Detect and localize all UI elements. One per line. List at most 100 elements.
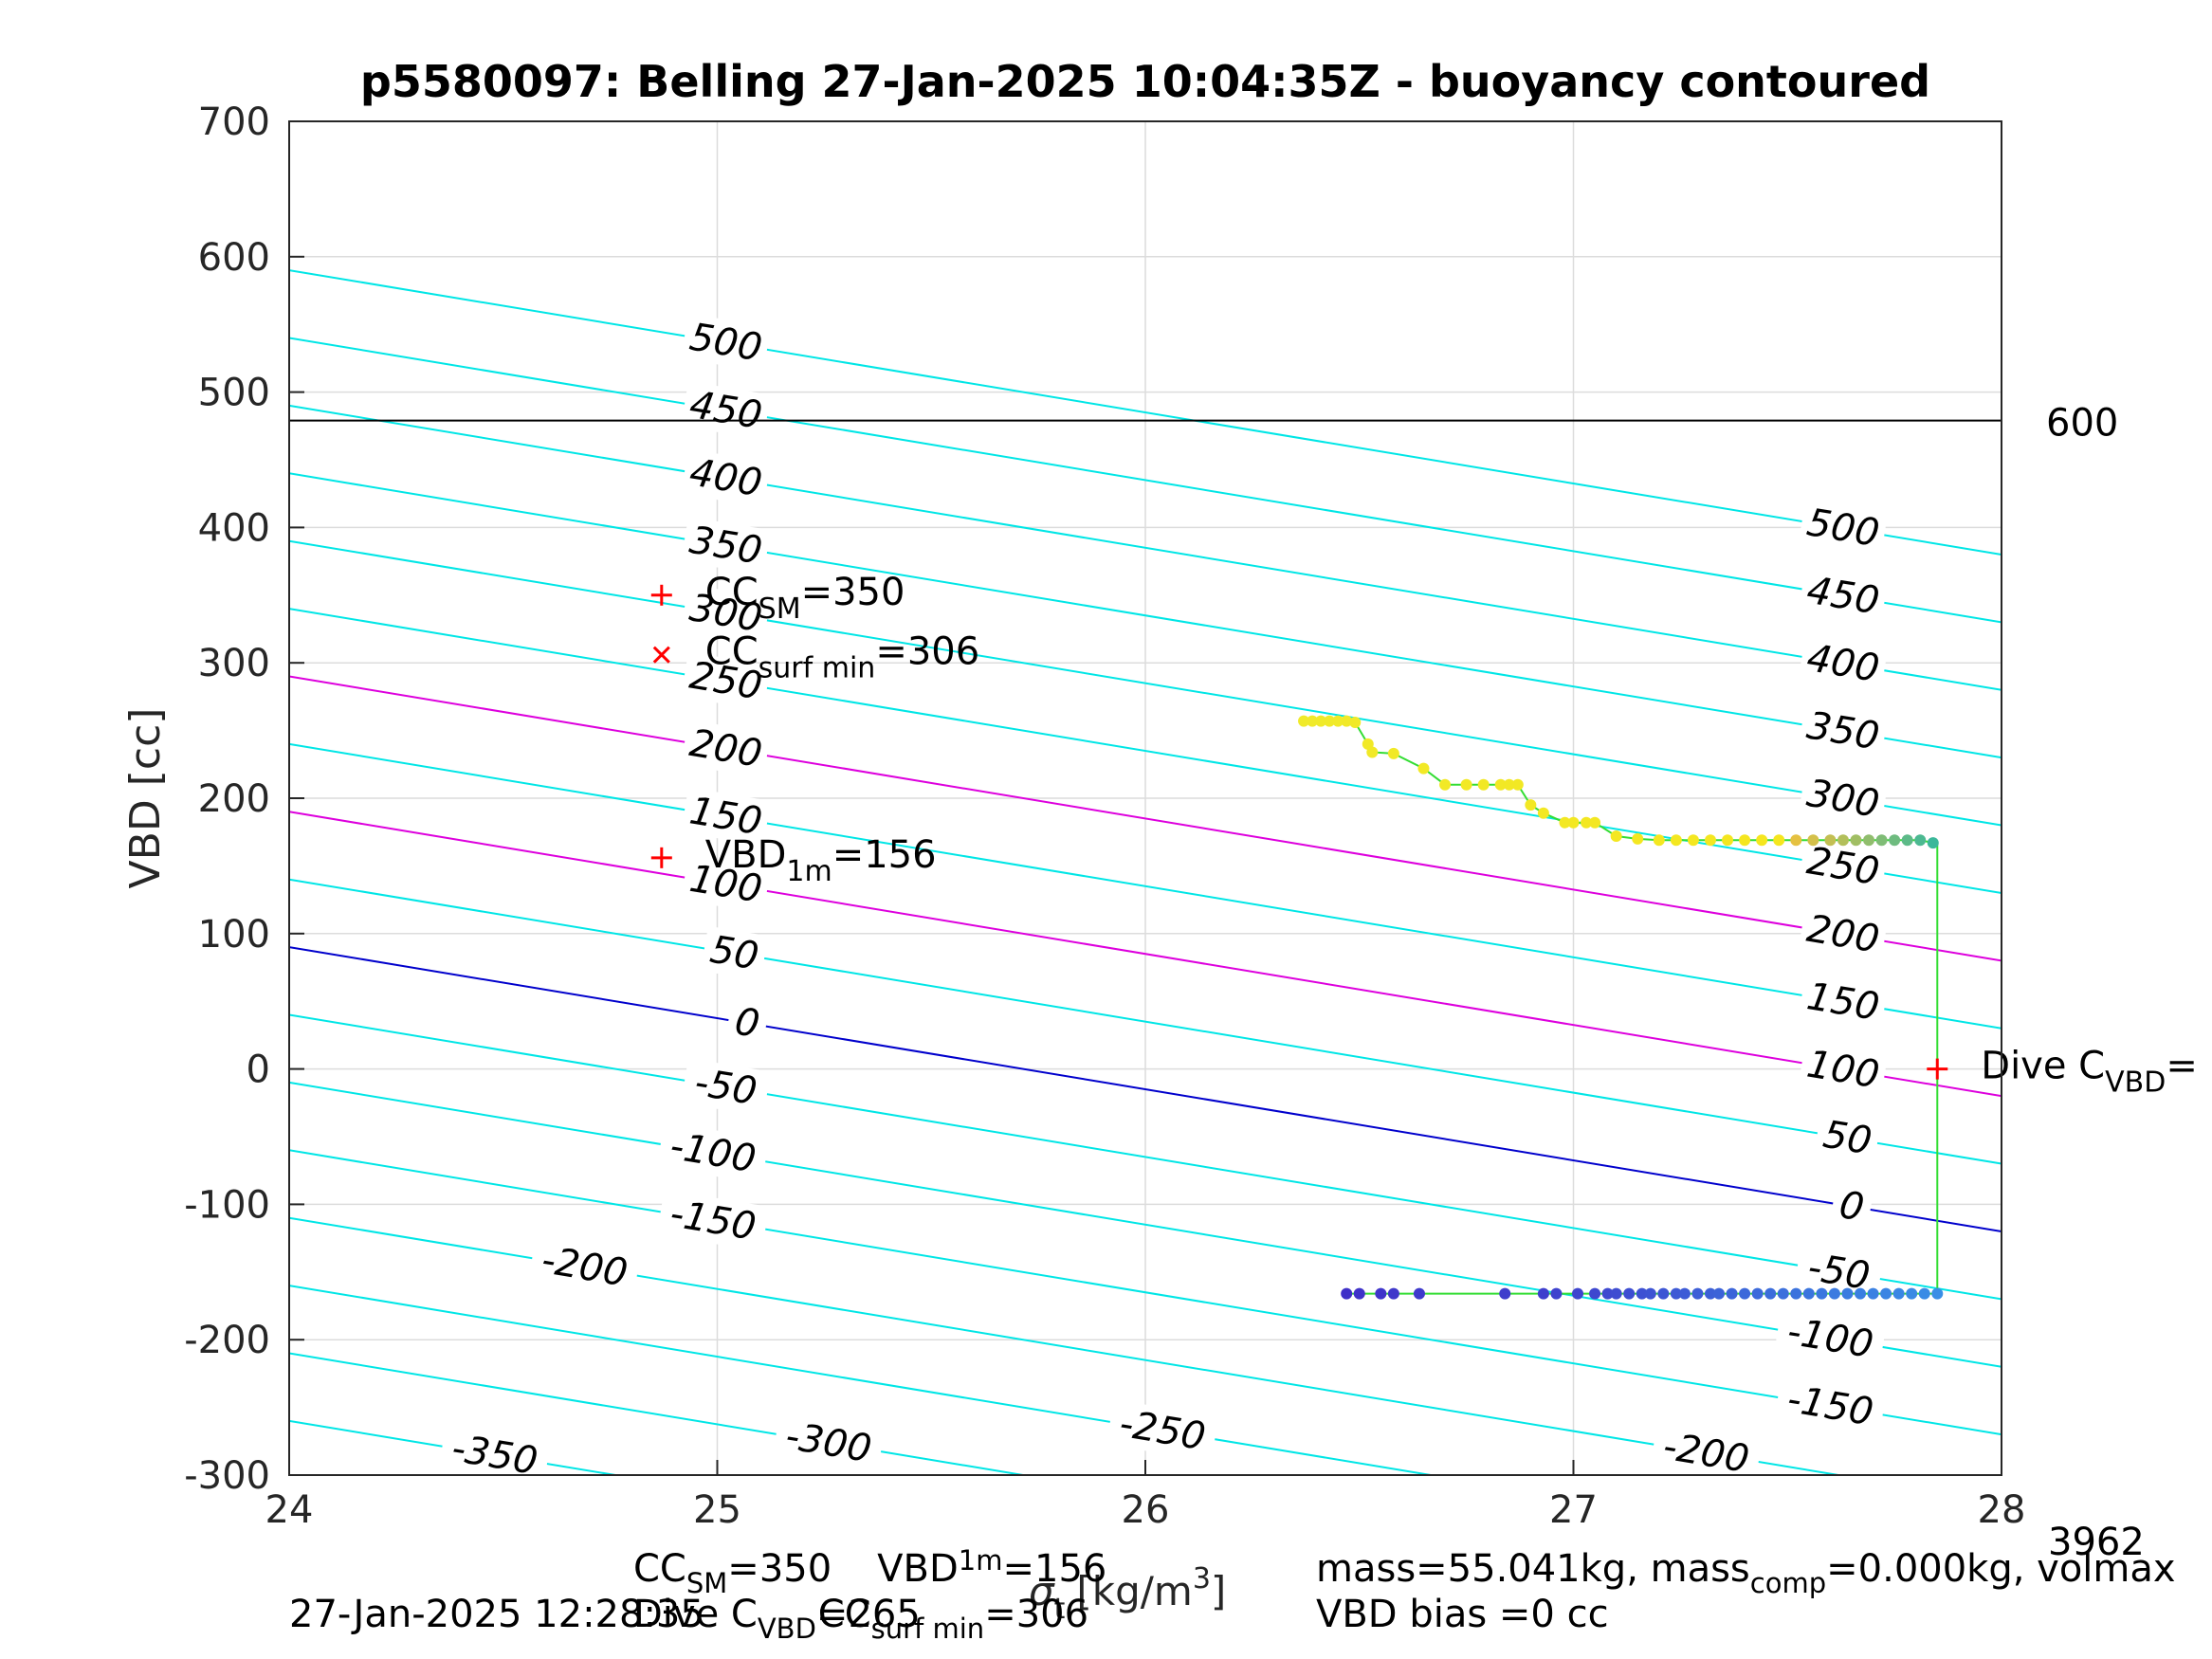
data-point [1790, 1287, 1802, 1300]
y-tick-label: 0 [247, 1048, 270, 1092]
data-point [1525, 799, 1537, 811]
data-point [1807, 834, 1819, 847]
footer-mass-text: mass=55.041kg, mass [1316, 1547, 1750, 1591]
contour-label: 450 [1798, 566, 1889, 626]
contour-label-bg [1794, 1242, 1884, 1302]
data-point [1644, 1287, 1656, 1300]
contour-label-bg [528, 1235, 641, 1299]
y-tick-label: 500 [198, 372, 270, 415]
data-point [1387, 1287, 1399, 1300]
contour-label: 100 [1798, 1040, 1889, 1100]
contour-label-bg [1774, 1306, 1887, 1370]
contour-label-text: -50 [692, 1061, 760, 1114]
footer-mass-sub: comp [1750, 1567, 1826, 1599]
data-point [1739, 834, 1751, 847]
y-tick-label: -200 [184, 1319, 270, 1362]
data-point [1756, 834, 1768, 847]
marker-label-value: =306 [875, 630, 979, 674]
contour-label: 350 [1798, 702, 1889, 761]
contour-label: 250 [1798, 837, 1889, 897]
footer-line1-left: CCSM=350 VBD1m=156 [633, 1544, 1106, 1599]
contour-line [289, 1081, 2002, 1368]
data-point [1678, 1287, 1691, 1300]
footer-vbd-bias: VBD bias =0 cc [1316, 1593, 1609, 1636]
contour-label: 200 [681, 720, 771, 778]
x-tick-label: 24 [265, 1488, 314, 1532]
marker-label-value: =350 [801, 571, 905, 614]
data-point [1610, 830, 1622, 842]
data-point [1349, 717, 1362, 729]
reference-line-label: 600 [2046, 402, 2118, 446]
x-axis-units-close: ] [1211, 1568, 1226, 1614]
data-point [1892, 1287, 1905, 1300]
contour-label: 500 [681, 313, 771, 373]
data-point [1550, 1287, 1563, 1300]
contour-label-bg [681, 584, 771, 644]
contour-line [289, 1352, 1030, 1475]
contour-label-bg [1798, 973, 1889, 1031]
data-point [1375, 1287, 1387, 1300]
contour-line [289, 1013, 2002, 1301]
data-point [1636, 1287, 1648, 1300]
data-point [1503, 778, 1515, 791]
contour-label-bg [1798, 499, 1889, 558]
x-tick-label: 28 [1978, 1488, 2026, 1532]
data-point [1739, 1287, 1751, 1300]
contour-label: 50 [1813, 1110, 1881, 1166]
y-axis-label: VBD [cc] [121, 708, 170, 889]
data-point [1413, 1287, 1425, 1300]
contour-label-bg [656, 1121, 770, 1184]
data-point [1670, 834, 1682, 847]
data-point [1601, 1287, 1614, 1300]
data-point [1837, 834, 1849, 847]
data-point [1657, 1287, 1670, 1300]
data-point [1623, 1287, 1636, 1300]
contour-label-bg [681, 854, 771, 914]
side-note: 3962 [2048, 1521, 2145, 1564]
data-point [1670, 1287, 1682, 1300]
marker-label-sub: surf min [759, 652, 876, 685]
footer-vbd1m-sub: 1m [959, 1544, 1003, 1577]
data-point [1341, 715, 1353, 727]
contour-label: -250 [1106, 1399, 1219, 1462]
data-point [1477, 778, 1490, 791]
contour-label: 300 [681, 584, 771, 644]
footer-cc-sm-value: =350 [727, 1547, 832, 1591]
contour-label-bg [681, 313, 771, 373]
data-point [1572, 1287, 1584, 1300]
footer-dive-cvbd-sub: VBD [758, 1613, 816, 1645]
contour-label: 250 [681, 651, 771, 711]
contour-label-bg [701, 925, 769, 981]
contour-label-bg [1813, 1110, 1881, 1166]
footer-cc-sm-sub: SM [686, 1567, 727, 1599]
contour-label-text: 50 [1820, 1113, 1875, 1164]
contour-line [289, 946, 2002, 1232]
marker-label: CCSM=350 [705, 571, 905, 626]
footer-line2-left: Dive CVBD=265CCsurf min=306 [633, 1593, 1088, 1645]
contour-label: 400 [681, 448, 771, 508]
footer-cc-sm: CC [633, 1547, 686, 1591]
data-point [1875, 834, 1888, 847]
axis-ticks: 24 25 26 27 28-300-200-100010020030040050060… [184, 100, 2025, 1532]
contour-label-bg [1774, 1375, 1887, 1438]
footer-mass: mass=55.041kg, masscomp=0.000kg, volmax [1316, 1547, 2176, 1599]
footer-timestamp: 27-Jan-2025 12:28:35 [289, 1593, 704, 1636]
data-point [1850, 834, 1862, 847]
data-point [1353, 1287, 1365, 1300]
reference-line: 600 [289, 402, 2118, 446]
data-point [1751, 1287, 1764, 1300]
contour-label-text: 50 [707, 928, 762, 979]
marker-label: CCsurf min=306 [705, 630, 979, 685]
contour-label-bg [438, 1424, 551, 1486]
data-point [1828, 1287, 1840, 1300]
data-point [1537, 1287, 1549, 1300]
contour-label-bg [1798, 634, 1889, 693]
data-point [1764, 1287, 1777, 1300]
data-point [1653, 834, 1665, 847]
contour-label: 0 [724, 997, 770, 1049]
marker-label-sub: 1m [786, 855, 832, 888]
contour-label: -150 [656, 1189, 770, 1252]
marker-label-sub: SM [759, 592, 801, 626]
